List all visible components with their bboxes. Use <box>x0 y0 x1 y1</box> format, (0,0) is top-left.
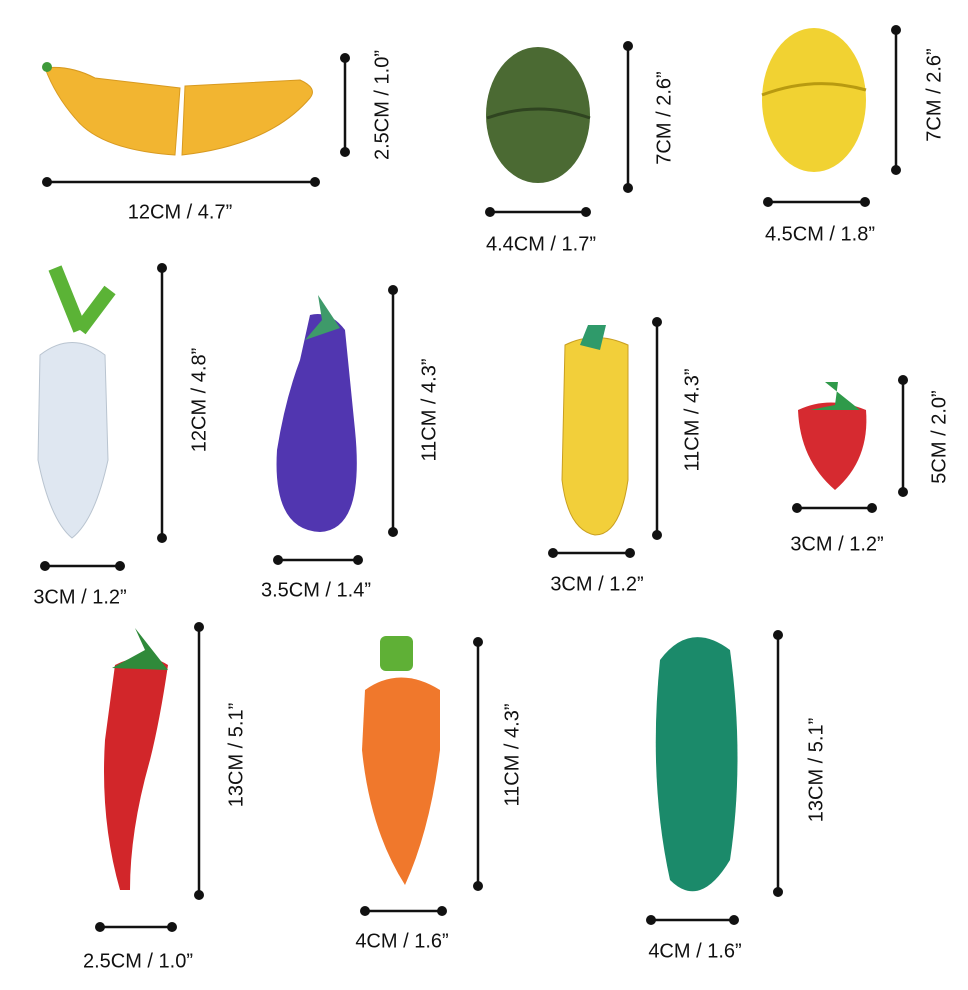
banana-right <box>181 79 313 156</box>
height-label: 5CM / 2.0” <box>928 390 950 483</box>
dim-end <box>548 548 558 558</box>
dim-end <box>95 922 105 932</box>
dim-end <box>891 25 901 35</box>
radish <box>37 342 109 539</box>
dim-end <box>729 915 739 925</box>
width-label: 2.5CM / 1.0” <box>83 950 193 972</box>
cucumber <box>655 637 738 892</box>
cut-line <box>761 82 867 97</box>
height-label: 12CM / 4.8” <box>188 348 210 452</box>
dim-end <box>42 177 52 187</box>
dim-end <box>891 165 901 175</box>
dim-end <box>167 922 177 932</box>
dim-end <box>625 548 635 558</box>
width-label: 3.5CM / 1.4” <box>261 579 371 601</box>
height-label: 7CM / 2.6” <box>653 71 675 164</box>
dim-end <box>652 530 662 540</box>
dim-end <box>157 533 167 543</box>
height-label: 13CM / 5.1” <box>225 703 247 807</box>
carrot <box>362 677 440 885</box>
height-label: 2.5CM / 1.0” <box>371 50 393 160</box>
eggplant <box>276 314 357 532</box>
width-label: 3CM / 1.2” <box>790 533 883 555</box>
dim-end <box>792 503 802 513</box>
dim-end <box>623 183 633 193</box>
dim-end <box>273 555 283 565</box>
eggplant-cap <box>305 295 340 340</box>
corn-cap <box>580 325 606 350</box>
dim-end <box>652 317 662 327</box>
width-label: 4CM / 1.6” <box>648 940 741 962</box>
width-label: 4CM / 1.6” <box>355 930 448 952</box>
corn <box>561 337 629 536</box>
green-fruit <box>486 47 590 183</box>
banana-left <box>44 67 181 156</box>
width-label: 12CM / 4.7” <box>128 201 232 223</box>
dim-end <box>194 622 204 632</box>
width-label: 3CM / 1.2” <box>550 573 643 595</box>
dim-end <box>340 147 350 157</box>
lemon <box>762 28 866 172</box>
dim-end <box>623 41 633 51</box>
height-label: 7CM / 2.6” <box>923 48 945 141</box>
carrot-top <box>380 636 413 671</box>
strawberry <box>798 402 867 490</box>
dim-end <box>773 887 783 897</box>
dim-end <box>646 915 656 925</box>
width-label: 4.5CM / 1.8” <box>765 223 875 245</box>
dim-end <box>340 53 350 63</box>
radish-leaves <box>48 265 116 335</box>
width-label: 3CM / 1.2” <box>33 586 126 608</box>
dim-end <box>360 906 370 916</box>
dim-end <box>773 630 783 640</box>
dim-end <box>157 263 167 273</box>
dim-end <box>485 207 495 217</box>
dim-end <box>437 906 447 916</box>
chili-cap <box>112 628 168 670</box>
dimensions: 12CM / 4.7” 2.5CM / 1.0” 4.4CM / 1.7” 7CM /… <box>33 25 950 972</box>
dim-end <box>194 890 204 900</box>
dim-end <box>867 503 877 513</box>
dim-end <box>763 197 773 207</box>
dim-end <box>898 375 908 385</box>
strawberry-cap <box>810 382 860 410</box>
height-label: 11CM / 4.3” <box>681 369 703 472</box>
width-label: 4.4CM / 1.7” <box>486 233 596 255</box>
illustrations <box>37 28 867 892</box>
dim-end <box>388 285 398 295</box>
dim-end <box>310 177 320 187</box>
cut-line <box>486 107 591 120</box>
dim-end <box>473 637 483 647</box>
dim-end <box>581 207 591 217</box>
dim-end <box>898 487 908 497</box>
dim-end <box>473 881 483 891</box>
dim-end <box>388 527 398 537</box>
height-label: 11CM / 4.3” <box>418 359 440 462</box>
height-label: 11CM / 4.3” <box>501 704 523 807</box>
dim-end <box>115 561 125 571</box>
chili <box>104 657 168 890</box>
dim-end <box>860 197 870 207</box>
banana-tip <box>42 62 52 72</box>
height-label: 13CM / 5.1” <box>805 718 827 822</box>
dim-end <box>353 555 363 565</box>
dim-end <box>40 561 50 571</box>
